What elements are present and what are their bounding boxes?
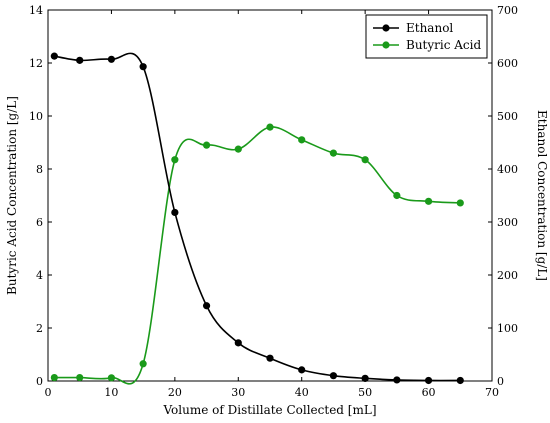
data-point-butyric-acid xyxy=(393,191,401,200)
data-point-butyric-acid xyxy=(424,197,433,205)
x-tick-label: 0 xyxy=(45,386,52,399)
left-y-tick-label: 4 xyxy=(36,269,43,282)
x-tick-label: 40 xyxy=(295,386,309,399)
data-point-butyric-acid xyxy=(202,141,211,149)
legend-label-butyric-acid: Butyric Acid xyxy=(406,38,481,52)
right-y-tick-label: 300 xyxy=(497,216,518,229)
legend-label-ethanol: Ethanol xyxy=(406,21,453,35)
left-y-tick-label: 14 xyxy=(29,4,43,17)
data-point-ethanol xyxy=(76,56,84,64)
data-point-ethanol xyxy=(393,376,401,384)
data-point-butyric-acid xyxy=(329,149,338,157)
data-point-butyric-acid xyxy=(298,136,306,144)
data-point-butyric-acid xyxy=(361,156,369,164)
data-point-ethanol xyxy=(424,376,433,385)
data-point-butyric-acid xyxy=(266,123,274,131)
x-tick-label: 50 xyxy=(358,386,372,399)
data-point-ethanol xyxy=(50,52,58,60)
left-y-tick-label: 12 xyxy=(29,57,43,70)
x-tick-label: 10 xyxy=(104,386,118,399)
right-y-tick-label: 500 xyxy=(497,110,518,123)
series-ethanol xyxy=(50,52,464,385)
legend-box xyxy=(365,14,488,59)
right-y-tick-label: 200 xyxy=(497,269,518,282)
plot-frame xyxy=(47,9,493,382)
x-tick-label: 60 xyxy=(422,386,436,399)
plot-border xyxy=(47,9,493,382)
data-point-butyric-acid xyxy=(456,199,464,207)
data-point-butyric-acid xyxy=(76,373,84,382)
data-point-butyric-acid xyxy=(171,156,179,164)
data-point-ethanol xyxy=(456,376,464,385)
data-point-ethanol xyxy=(361,374,369,382)
left-y-tick-label: 8 xyxy=(36,163,43,176)
right-y-axis-ticks: 0 100 200 300 400 500 600 700 xyxy=(488,4,518,388)
data-point-ethanol xyxy=(234,339,242,347)
left-y-tick-label: 2 xyxy=(36,322,43,335)
data-point-butyric-acid xyxy=(50,373,58,382)
right-y-axis-label: Ethanol Concentration [g/L] xyxy=(535,110,549,281)
data-point-ethanol xyxy=(298,366,306,374)
data-point-butyric-acid xyxy=(234,145,242,153)
right-y-tick-label: 700 xyxy=(497,4,518,17)
left-y-tick-label: 10 xyxy=(29,110,43,123)
series-line-ethanol xyxy=(54,52,461,382)
legend-swatch-marker-ethanol xyxy=(382,24,390,32)
right-y-tick-label: 400 xyxy=(497,163,518,176)
legend-swatch-marker-butyric-acid xyxy=(382,41,390,49)
x-tick-label: 20 xyxy=(168,386,182,399)
left-y-tick-label: 6 xyxy=(36,216,43,229)
data-point-ethanol xyxy=(202,302,211,310)
data-point-ethanol xyxy=(107,55,116,63)
x-axis-ticks: 0 10 20 30 40 50 60 70 xyxy=(45,10,499,399)
right-y-tick-label: 0 xyxy=(497,375,504,388)
data-point-ethanol xyxy=(329,372,338,380)
data-point-butyric-acid xyxy=(107,374,116,382)
right-y-tick-label: 600 xyxy=(497,57,518,70)
series-line-butyric-acid xyxy=(54,126,461,385)
x-axis-label: Volume of Distillate Collected [mL] xyxy=(162,403,376,417)
data-point-butyric-acid xyxy=(139,360,147,368)
data-point-ethanol xyxy=(171,208,179,217)
right-y-tick-label: 100 xyxy=(497,322,518,335)
data-point-ethanol xyxy=(266,354,274,362)
left-y-axis-label: Butyric Acid Concentration [g/L] xyxy=(5,96,19,295)
left-y-axis-ticks: 0 2 4 6 8 10 12 14 xyxy=(29,4,52,388)
x-tick-label: 30 xyxy=(231,386,245,399)
data-point-ethanol xyxy=(139,63,147,71)
legend: Ethanol Butyric Acid xyxy=(365,14,488,59)
series-butyric-acid xyxy=(50,123,464,385)
series-layer xyxy=(50,52,464,385)
left-y-tick-label: 0 xyxy=(36,375,43,388)
x-tick-label: 70 xyxy=(485,386,499,399)
